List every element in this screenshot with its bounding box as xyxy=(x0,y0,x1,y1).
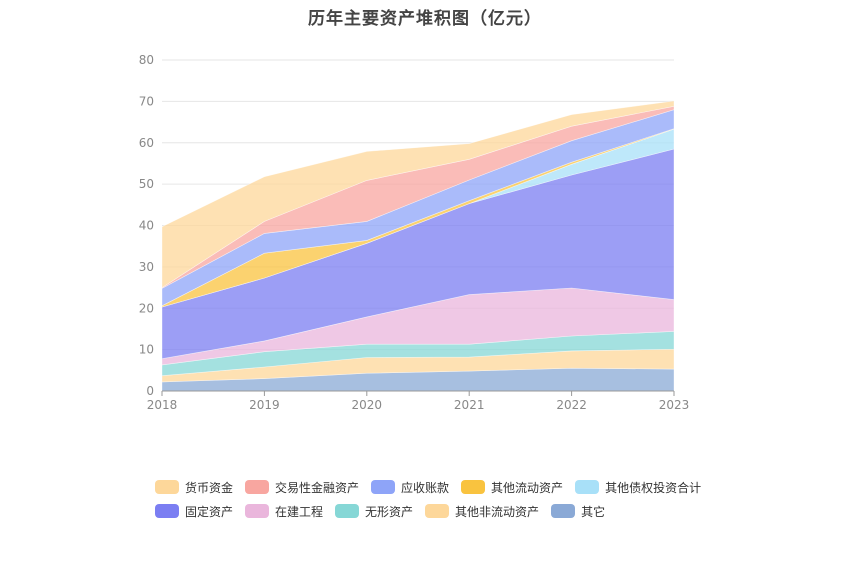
legend-label: 其他流动资产 xyxy=(491,480,564,495)
chart-title: 历年主要资产堆积图（亿元） xyxy=(308,9,542,29)
x-tick-label: 2023 xyxy=(659,398,690,412)
x-tick-label: 2022 xyxy=(556,398,587,412)
y-tick-label: 60 xyxy=(139,136,154,150)
x-tick-label: 2018 xyxy=(147,398,178,412)
legend-label: 交易性金融资产 xyxy=(275,480,360,495)
legend: 货币资金 交易性金融资产 应收账款 其他流动资产 其他债权投资合计 固定资产 在建工程 无形… xyxy=(155,476,755,524)
legend-item[interactable]: 其它 xyxy=(551,503,605,520)
legend-swatch xyxy=(575,480,600,494)
y-tick-label: 20 xyxy=(139,301,154,315)
area-series-layer xyxy=(161,100,675,392)
legend-label: 其它 xyxy=(581,504,606,519)
y-tick-label: 0 xyxy=(146,384,154,398)
legend-label: 货币资金 xyxy=(185,480,234,495)
legend-swatch xyxy=(371,480,396,494)
y-tick-label: 50 xyxy=(139,177,154,191)
x-tick-label: 2019 xyxy=(249,398,280,412)
legend-item[interactable]: 其他流动资产 xyxy=(461,479,563,496)
area-series xyxy=(161,100,675,289)
legend-swatch xyxy=(461,480,486,494)
legend-swatch xyxy=(245,480,270,494)
legend-item[interactable]: 其他债权投资合计 xyxy=(575,479,701,496)
y-tick-label: 10 xyxy=(139,343,154,357)
y-tick-label: 30 xyxy=(139,260,154,274)
legend-item[interactable]: 应收账款 xyxy=(371,479,449,496)
legend-swatch xyxy=(155,480,179,494)
legend-item[interactable]: 交易性金融资产 xyxy=(245,479,359,496)
legend-swatch xyxy=(425,504,450,518)
y-tick-label: 80 xyxy=(139,53,154,67)
axes: 0 10 20 30 40 50 60 70 80 2018 2019 2020 2021 2022 202… xyxy=(139,53,690,412)
legend-item[interactable]: 其他非流动资产 xyxy=(425,503,539,520)
legend-label: 无形资产 xyxy=(365,504,414,519)
x-tick-label: 2020 xyxy=(352,398,383,412)
legend-swatch xyxy=(335,504,360,518)
legend-item[interactable]: 固定资产 xyxy=(155,503,233,520)
legend-label: 其他债权投资合计 xyxy=(605,480,702,495)
legend-swatch xyxy=(245,504,270,518)
y-tick-label: 40 xyxy=(139,219,154,233)
legend-label: 应收账款 xyxy=(401,480,450,495)
legend-swatch xyxy=(551,504,576,518)
legend-item[interactable]: 无形资产 xyxy=(335,503,413,520)
legend-label: 固定资产 xyxy=(185,504,234,519)
legend-label: 在建工程 xyxy=(275,504,324,519)
legend-item[interactable]: 在建工程 xyxy=(245,503,323,520)
legend-row: 货币资金 交易性金融资产 应收账款 其他流动资产 其他债权投资合计 xyxy=(155,476,755,498)
y-tick-label: 70 xyxy=(139,94,154,108)
x-tick-label: 2021 xyxy=(454,398,485,412)
legend-row: 固定资产 在建工程 无形资产 其他非流动资产 其它 xyxy=(155,500,755,522)
legend-item[interactable]: 货币资金 xyxy=(155,479,233,496)
legend-label: 其他非流动资产 xyxy=(455,504,540,519)
legend-swatch xyxy=(155,504,179,518)
